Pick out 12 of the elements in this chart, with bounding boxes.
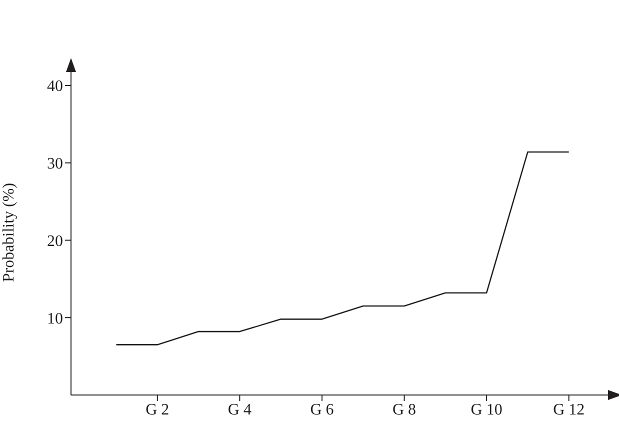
x-tick-label: G 10 [470, 401, 502, 418]
x-tick-label: G 8 [392, 401, 416, 418]
x-tick-label: G 6 [310, 401, 334, 418]
y-tick-label: 30 [47, 156, 63, 173]
y-tick-label: 40 [47, 78, 63, 96]
x-tick-label: G 4 [228, 401, 252, 418]
y-tick-label: 20 [47, 232, 63, 250]
line-series [116, 151, 570, 346]
y-tick-label: 10 [47, 310, 63, 328]
x-tick-label: G 12 [553, 401, 585, 418]
y-axis-title: Probability (%) [0, 182, 18, 282]
x-tick-label: G 2 [146, 401, 170, 418]
